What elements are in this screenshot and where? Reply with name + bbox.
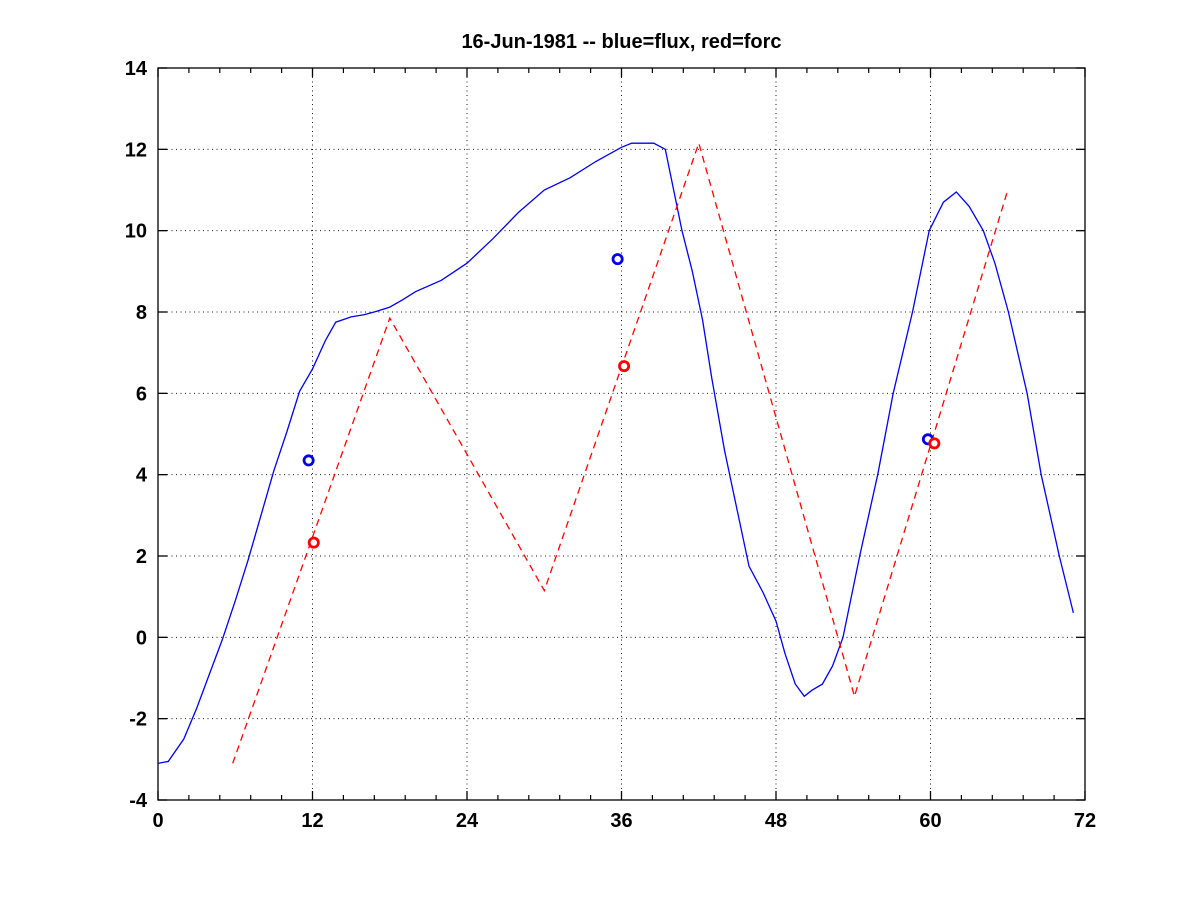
x-tick-label-12: 12 bbox=[301, 810, 323, 832]
forc-marker bbox=[928, 437, 941, 450]
y-tick-label-10: 10 bbox=[125, 221, 147, 243]
x-tick-label-48: 48 bbox=[765, 810, 787, 832]
flux-marker bbox=[611, 253, 624, 266]
y-tick-label-4: 4 bbox=[136, 465, 148, 487]
x-tick-label-0: 0 bbox=[152, 810, 163, 832]
y-tick-label-0: 0 bbox=[136, 627, 147, 649]
forc-marker bbox=[307, 536, 320, 549]
x-tick-label-36: 36 bbox=[610, 810, 632, 832]
y-tick-label-2: 2 bbox=[136, 546, 147, 568]
axis-box bbox=[157, 67, 1086, 801]
y-tick-label-12: 12 bbox=[125, 139, 147, 161]
y-tick-label--2: -2 bbox=[129, 709, 147, 731]
x-tick-label-60: 60 bbox=[919, 810, 941, 832]
y-tick-label--4: -4 bbox=[129, 790, 148, 812]
chart-title: 16-Jun-1981 -- blue=flux, red=forc bbox=[461, 31, 782, 53]
y-tick-label-6: 6 bbox=[136, 383, 147, 405]
y-tick-label-8: 8 bbox=[136, 302, 147, 324]
flux-line bbox=[157, 142, 1075, 765]
flux-marker bbox=[302, 454, 315, 467]
x-tick-label-72: 72 bbox=[1074, 810, 1096, 832]
y-tick-label-14: 14 bbox=[125, 58, 148, 80]
forc-marker bbox=[618, 360, 631, 373]
forc-line bbox=[232, 141, 1009, 764]
x-tick-label-24: 24 bbox=[456, 810, 479, 832]
